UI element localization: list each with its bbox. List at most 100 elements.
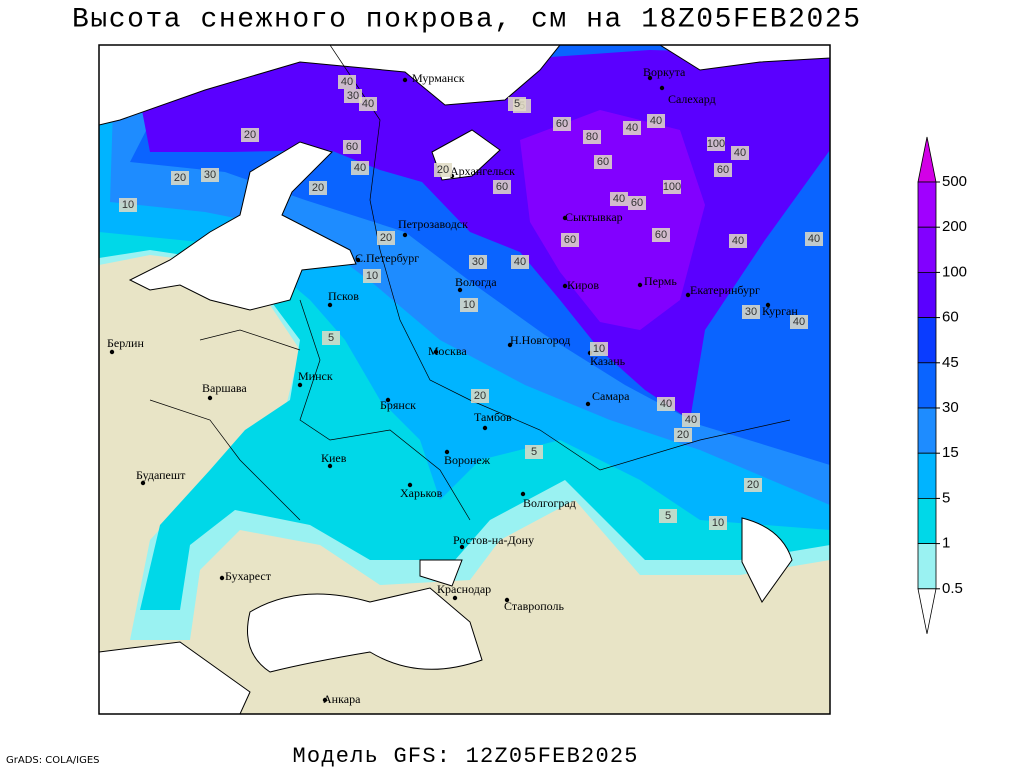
city-dot	[520, 491, 526, 497]
city-dot	[385, 397, 391, 403]
city-dot	[647, 75, 653, 81]
contour-label-box	[714, 163, 732, 177]
city-label: Самара	[592, 389, 630, 403]
contour-label-text: 10	[122, 199, 134, 211]
contour-label-box	[647, 114, 665, 128]
credit: GrADS: COLA/IGES	[6, 755, 100, 766]
contour-label: 60	[594, 155, 612, 169]
sea	[741, 517, 793, 603]
contour-label: 20	[434, 163, 452, 177]
map: Мурманск Воркута Салехард Архангельск Сыктыв…	[98, 44, 831, 715]
contour-label: 20	[241, 128, 259, 142]
contour-label: 40	[682, 413, 700, 427]
sea	[99, 45, 561, 126]
city-dot	[402, 232, 408, 238]
contour-label-box	[344, 89, 362, 103]
city-label: Анкара	[323, 692, 361, 706]
contour-label-box	[309, 181, 327, 195]
contour-label-box	[659, 509, 677, 523]
contour-label-box	[343, 140, 361, 154]
city-label: Воронеж	[444, 453, 491, 467]
city-dot	[109, 349, 115, 355]
city-dot	[402, 77, 408, 83]
contour-label-text: 20	[380, 232, 392, 244]
contour-label-box	[628, 196, 646, 210]
contour-label: 10	[363, 269, 381, 283]
contour-label: 60	[561, 233, 579, 247]
contour-label-text: 60	[597, 156, 609, 168]
city-dot	[219, 575, 225, 581]
contour-label-box	[729, 234, 747, 248]
contour-label: 20	[377, 231, 395, 245]
model-footer: Модель GFS: 12Z05FEB2025	[293, 744, 638, 768]
contour-label-box	[201, 168, 219, 182]
contour-label-box	[610, 192, 628, 206]
city-dot	[585, 401, 591, 407]
contour-label-text: 40	[354, 162, 366, 174]
colorbar-label: 1	[942, 535, 950, 552]
city-label: Петрозаводск	[398, 217, 468, 231]
contour-label-text: 20	[174, 172, 186, 184]
city-dot	[433, 349, 439, 355]
colorbar: 500 200 100 60 45 30 15 5 1 0.5	[917, 136, 967, 634]
city-label: Салехард	[668, 92, 716, 106]
contour-label: 5	[659, 509, 677, 523]
contour-label: 5	[525, 445, 543, 459]
city-dot	[562, 215, 568, 221]
city-label: Псков	[328, 289, 359, 303]
city-label: Будапешт	[136, 468, 186, 482]
city-dot	[507, 342, 513, 348]
contour-label: 10	[590, 342, 608, 356]
contour-label-text: 40	[734, 147, 746, 159]
city-dot	[327, 302, 333, 308]
contour-label: 40	[657, 397, 675, 411]
contour-label: 20	[674, 428, 692, 442]
contour-label-text: 5	[328, 332, 334, 344]
city-dot	[562, 283, 568, 289]
city-dot	[452, 595, 458, 601]
contour-label-box	[663, 180, 681, 194]
city-dot	[765, 302, 771, 308]
contour-label: 20	[471, 389, 489, 403]
city-label: Сыктывкар	[565, 210, 623, 224]
contour-label-text: 10	[712, 517, 724, 529]
colorbar-label: 60	[942, 309, 959, 326]
snow-100	[520, 110, 705, 330]
city-label: Волгоград	[523, 496, 576, 510]
contour-label: 40	[647, 114, 665, 128]
colorbar-label: 15	[942, 444, 959, 461]
contour-label-text: 80	[586, 131, 598, 143]
contour-label-box	[322, 331, 340, 345]
colorbar-box	[917, 497, 937, 544]
city-label: Воркута	[643, 65, 686, 79]
contour-label-text: 10	[593, 343, 605, 355]
contour-label-box	[171, 171, 189, 185]
contour-label: 30	[344, 89, 362, 103]
contour-label: 40	[790, 315, 808, 329]
sea	[419, 559, 463, 587]
city-dot	[407, 482, 413, 488]
contour-label: 20	[744, 478, 762, 492]
city-label: Архангельск	[450, 164, 515, 178]
colorbar-box	[917, 271, 937, 318]
contour-label: 10	[119, 198, 137, 212]
contour-label: 40	[351, 161, 369, 175]
contour-label-box	[805, 232, 823, 246]
city-label: Минск	[298, 369, 333, 383]
contour-label-box	[471, 389, 489, 403]
colorbar-box	[917, 362, 937, 409]
contour-label-box	[434, 163, 452, 177]
contour-label-box	[359, 97, 377, 111]
contour-label-text: 30	[347, 90, 359, 102]
contour-label-text: 30	[745, 306, 757, 318]
contour-label-text: 40	[613, 193, 625, 205]
city-label: Москва	[428, 344, 467, 358]
contour-label-box	[338, 75, 356, 89]
contour-label-text: 40	[626, 122, 638, 134]
contour-label-box	[744, 478, 762, 492]
city-label: Харьков	[400, 486, 443, 500]
contour-label-text: 5	[665, 510, 671, 522]
contour-label: 30	[201, 168, 219, 182]
city-dot	[207, 395, 213, 401]
city-label: С.Петербург	[355, 251, 419, 265]
